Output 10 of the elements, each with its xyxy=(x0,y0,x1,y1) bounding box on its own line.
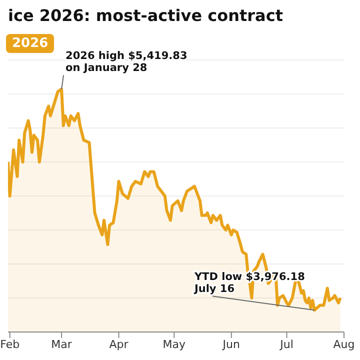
text: 2026 xyxy=(6,34,54,53)
annotation: 2026 high $5,419.83 on January 28 xyxy=(66,50,188,74)
x-tick-label: Apr xyxy=(109,338,129,351)
x-tick-label: Mar xyxy=(51,338,72,351)
x-tick-label: Jul xyxy=(279,338,294,351)
x-tick-label: May xyxy=(162,338,186,351)
chart-title: ice 2026: most-active contract xyxy=(8,6,283,25)
x-tick-label: Aug xyxy=(333,338,355,351)
x-tick-label: Jun xyxy=(222,338,240,351)
x-tick-label: Feb xyxy=(0,338,20,351)
